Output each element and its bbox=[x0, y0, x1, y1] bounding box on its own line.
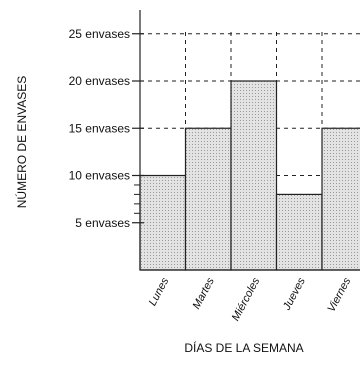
y-tick-label-25: 25 envases bbox=[69, 27, 130, 41]
y-tick-label-15: 15 envases bbox=[69, 121, 130, 135]
x-axis-title: DÍAS DE LA SEMANA bbox=[184, 340, 303, 355]
category-label-layer: Lunes Martes Miércoles Jueves Viernes bbox=[147, 275, 354, 323]
bar-martes bbox=[184, 127, 232, 271]
axis-layer bbox=[139, 10, 360, 271]
category-label-martes: Martes bbox=[191, 275, 218, 311]
category-label-miércoles: Miércoles bbox=[230, 275, 263, 323]
bar-jueves bbox=[275, 193, 323, 271]
category-label-viernes: Viernes bbox=[325, 275, 353, 314]
category-label-jueves: Jueves bbox=[280, 275, 308, 313]
bar-layer bbox=[139, 80, 360, 271]
bar-miércoles bbox=[230, 80, 278, 271]
tick-layer: 5 envases 10 envases 15 envases 20 envases 2… bbox=[69, 27, 144, 230]
y-tick-label-10: 10 envases bbox=[69, 169, 130, 183]
bar-lunes bbox=[139, 174, 187, 271]
y-tick-label-5: 5 envases bbox=[75, 216, 130, 230]
category-label-lunes: Lunes bbox=[147, 275, 172, 308]
y-axis-title: NÚMERO DE ENVASES bbox=[14, 76, 29, 208]
bar-viernes bbox=[321, 127, 360, 271]
y-tick-label-20: 20 envases bbox=[69, 74, 130, 88]
